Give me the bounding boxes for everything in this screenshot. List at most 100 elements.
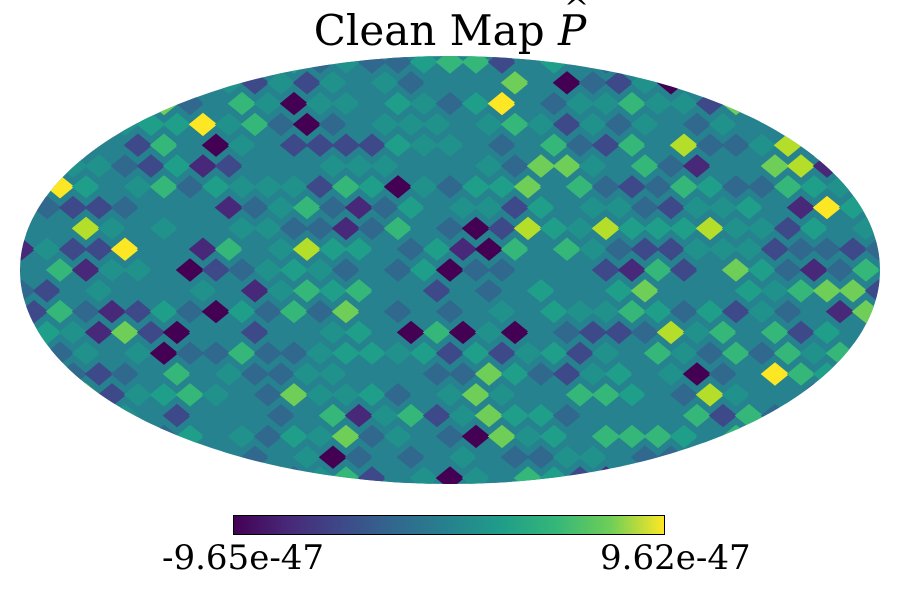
map-pixel: [188, 154, 218, 178]
map-pixel: [123, 133, 153, 157]
map-pixel: [20, 56, 23, 74]
map-pixel: [20, 403, 36, 428]
map-pixel: [799, 91, 829, 116]
map-pixel: [396, 237, 426, 261]
map-pixel: [838, 279, 868, 303]
map-pixel: [32, 403, 62, 428]
map-pixel: [448, 362, 478, 386]
map-pixel: [474, 154, 504, 178]
chart-title: Clean Map P: [0, 0, 900, 58]
map-pixel: [123, 91, 153, 116]
map-pixel: [643, 424, 673, 449]
map-pixel: [604, 237, 634, 261]
map-pixel: [227, 424, 257, 449]
map-pixel: [838, 154, 868, 178]
map-pixel: [630, 362, 660, 386]
map-pixel: [487, 341, 517, 365]
map-pixel: [786, 71, 816, 95]
map-pixel: [279, 91, 309, 116]
map-pixel: [162, 320, 192, 345]
map-pixel: [318, 320, 348, 345]
map-pixel: [643, 299, 673, 324]
map-pixel: [58, 195, 88, 220]
map-pixel: [513, 91, 543, 116]
map-pixel: [773, 466, 803, 484]
map-pixel: [708, 154, 738, 178]
map-pixel: [422, 154, 452, 178]
map-pixel: [136, 362, 166, 386]
map-pixel: [695, 383, 725, 407]
map-pixel: [604, 403, 634, 428]
map-pixel: [708, 71, 738, 95]
map-pixel: [162, 112, 192, 137]
map-pixel: [45, 466, 75, 484]
map-pixel: [474, 112, 504, 137]
map-pixel: [370, 362, 400, 386]
map-pixel: [864, 445, 880, 469]
map-pixel: [695, 258, 725, 282]
map-pixel: [851, 56, 880, 74]
map-pixel: [682, 320, 712, 345]
map-pixel: [682, 112, 712, 137]
map-pixel: [58, 71, 88, 95]
map-pixel: [149, 341, 179, 365]
map-pixel: [487, 133, 517, 157]
map-pixel: [344, 445, 374, 469]
map-pixel: [773, 299, 803, 324]
map-pixel: [643, 341, 673, 365]
map-pixel: [227, 133, 257, 157]
map-pixel: [97, 466, 127, 484]
map-pixel: [851, 341, 880, 365]
map-pixel: [838, 71, 868, 95]
map-pixel: [630, 195, 660, 220]
map-pixel: [0, 154, 9, 177]
map-pixel: [487, 424, 517, 449]
map-pixel: [0, 279, 9, 302]
map-pixel: [396, 362, 426, 386]
map-pixel: [565, 175, 595, 199]
map-pixel: [409, 133, 439, 157]
map-pixel: [396, 154, 426, 178]
map-pixel: [240, 403, 270, 428]
map-pixel: [32, 445, 62, 469]
map-pixel: [84, 445, 114, 469]
map-pixel: [214, 112, 244, 137]
map-pixel: [383, 216, 413, 241]
map-pixel: [20, 195, 36, 220]
map-pixel: [188, 112, 218, 137]
map-pixel: [578, 320, 608, 345]
map-pixel: [357, 341, 387, 365]
map-pixel: [136, 71, 166, 95]
map-pixel: [396, 112, 426, 137]
map-pixel: [487, 175, 517, 199]
map-pixel: [643, 383, 673, 407]
map-pixel: [838, 362, 868, 386]
map-pixel: [877, 299, 880, 324]
map-pixel: [71, 175, 101, 199]
map-pixel: [318, 279, 348, 303]
map-pixel: [396, 403, 426, 428]
map-pixel: [669, 299, 699, 324]
map-pixel: [422, 445, 452, 469]
map-pixel: [552, 112, 582, 137]
map-pixel: [604, 195, 634, 220]
map-pixel: [162, 195, 192, 220]
map-pixel: [708, 445, 738, 469]
map-pixel: [318, 71, 348, 95]
map-pixel: [383, 383, 413, 407]
map-pixel: [188, 320, 218, 345]
map-pixel: [305, 175, 335, 199]
map-pixel: [487, 299, 517, 324]
map-pixel: [97, 91, 127, 116]
map-pixel: [474, 445, 504, 469]
map-pixel: [513, 424, 543, 449]
map-pixel: [253, 383, 283, 407]
map-pixel: [344, 112, 374, 137]
map-pixel: [435, 216, 465, 241]
map-pixel: [760, 279, 790, 303]
map-pixel: [864, 154, 880, 178]
map-pixel: [279, 383, 309, 407]
map-pixel: [435, 56, 465, 74]
map-pixel: [591, 91, 621, 116]
map-pixel: [136, 237, 166, 261]
